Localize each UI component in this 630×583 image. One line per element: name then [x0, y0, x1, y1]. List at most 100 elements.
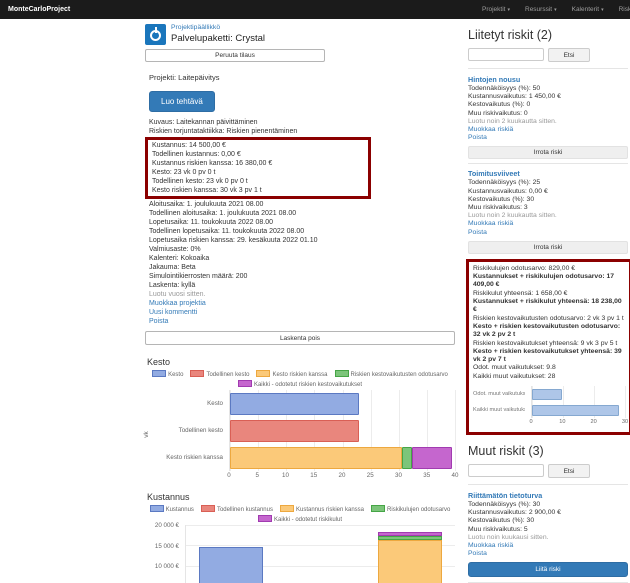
risk-detail-line: Kestovaikutus (%): 30 [468, 517, 535, 525]
detail-line: Todellinen aloitusaika: 1. joulukuuta 20… [149, 210, 297, 217]
detach-risk-button[interactable]: Irrota riski [468, 146, 628, 160]
calculation-toggle-button[interactable]: Laskenta pois [145, 331, 455, 345]
other-risk-search-button[interactable]: Etsi [548, 464, 590, 478]
summary-line: Riskikulut yhteensä: 1 658,00 € [473, 289, 568, 297]
detail-line: Simulointikierrosten määrä: 200 [149, 273, 248, 280]
detach-risk-button[interactable]: Irrota riski [468, 240, 628, 254]
legend-label: Todellinen kesto [206, 372, 250, 378]
gridline [186, 525, 455, 526]
action-link[interactable]: Poista [149, 318, 169, 325]
risk-detail-line: Todennäköisyys (%): 30 [468, 501, 541, 508]
legend-row: Kaikki - odotetut riskikulut [145, 515, 455, 525]
risk-detail-line: Todennäköisyys (%): 25 [468, 179, 541, 187]
attach-risk-button[interactable]: Liitä riski [468, 562, 628, 578]
action-link[interactable]: Muokkaa projektia [149, 300, 206, 307]
axis-tick-label: 30 [621, 419, 629, 425]
project-action-links: Muokkaa projektia Uusi kommentti Poista [145, 299, 455, 326]
risk-name-link[interactable]: Riittämätön tietoturva [468, 491, 543, 500]
risk-detail-line: Kustannusvaikutus: 2 900,00 € [468, 509, 561, 517]
risk-action-link[interactable]: Poista [468, 134, 487, 142]
chart-title-kustannus: Kustannus [147, 492, 190, 502]
detail-line: Aloitusaika: 1. joulukuuta 2021 08.00 [149, 201, 264, 208]
legend-swatch [256, 370, 271, 377]
annotation-box-costs: Kustannus: 14 500,00 € Todellinen kustann… [145, 137, 371, 199]
role-link[interactable]: Projektipäällikkö [171, 24, 221, 31]
legend-item: Todellinen kesto [190, 370, 249, 380]
x-axis: 0 10 20 30 [529, 418, 629, 427]
action-link[interactable]: Uusi kommentti [149, 309, 198, 316]
navbar-menu-item[interactable]: Projektit ▾ [482, 6, 510, 13]
project-header: Projektipäällikkö Palvelupaketti: Crysta… [145, 24, 455, 45]
risk-card: Riittämätön tietoturva Todennäköisyys (%… [468, 489, 628, 578]
bar-segment [378, 535, 443, 540]
annotation-box-risk-summary: Riskikulujen odotusarvo: 829,00 € Kustann… [466, 258, 630, 435]
legend-item: Kaikki - odotetut riskikulut [257, 515, 342, 525]
legend-row: Kaikki - odotetut riskien kestovaikutuks… [145, 380, 455, 390]
risk-created-note: Luotu noin 2 kuukautta sitten. [468, 117, 557, 125]
risk-action-link[interactable]: Muokkaa riskiä [468, 220, 514, 228]
legend-label: Kustannus riskien kanssa [295, 507, 365, 513]
top-navbar: MonteCarloProject Projektit ▾ Resurssit ▾ … [0, 0, 630, 19]
detail-line: Kuvaus: Laitekannan päivittäminen [149, 119, 258, 126]
legend-label: Kustannus [165, 507, 194, 513]
gridline [370, 390, 372, 471]
category-label: Kesto riskien kanssa [166, 454, 223, 461]
attached-risk-search-input[interactable] [468, 48, 544, 61]
category-label: Kesto [207, 400, 223, 407]
legend-swatch [152, 370, 167, 377]
create-task-button[interactable]: Luo tehtävä [149, 91, 215, 112]
summary-line: Kesto + riskien kestovaikutukset yhteens… [473, 347, 622, 364]
summary-line: Riskikulujen odotusarvo: 829,00 € [473, 264, 576, 272]
legend-swatch [237, 380, 252, 387]
navbar-menu-label: Projektit [482, 6, 506, 13]
brand[interactable]: MonteCarloProject [8, 6, 71, 13]
legend-item: Riskikulujen odotusarvo [371, 505, 450, 515]
navbar-menu-item[interactable]: Kalenterit ▾ [572, 6, 604, 13]
risk-card: Hintojen nousu Todennäköisyys (%): 50 Kus… [468, 73, 628, 160]
axis-tick-label: 35 [423, 472, 431, 479]
detail-line: Kesto riskien kanssa: 30 vk 3 pv 1 t [152, 187, 262, 194]
legend-item: Kustannus riskien kanssa [279, 505, 365, 515]
detail-line: Riskien torjuntataktiikka: Riskien piene… [149, 128, 298, 135]
gridline [594, 386, 595, 418]
risk-action-link[interactable]: Poista [468, 550, 487, 558]
axis-tick-label: 10 [282, 472, 289, 479]
legend-swatch [257, 515, 272, 522]
other-risk-list: Riittämätön tietoturva Todennäköisyys (%… [468, 489, 628, 583]
summary-line: Kesto + riskien kestovaikutusten odotusa… [473, 322, 621, 339]
bar-segment [402, 446, 413, 469]
plot-area [531, 386, 626, 418]
axis-tick-label: 0 [227, 472, 231, 479]
detail-line: Kalenteri: Kokoaika [149, 255, 210, 262]
navbar-menu-item[interactable]: Resurssit ▾ [525, 6, 557, 13]
attached-risk-search-button[interactable]: Etsi [548, 48, 590, 62]
summary-line: Kaikki muut vaikutukset: 28 [473, 372, 556, 380]
gridline [563, 386, 564, 418]
chevron-down-icon: ▾ [601, 7, 604, 13]
risk-name-link[interactable]: Toimitusviiveet [468, 169, 520, 179]
bar-segment [532, 404, 619, 416]
divider [468, 484, 628, 485]
project-name: Projekti: Laitepäivitys [149, 73, 220, 82]
category-label: Kaikki muut vaikutukset [473, 407, 525, 413]
plot-area [185, 525, 455, 583]
risk-name-link[interactable]: Hintojen nousu [468, 75, 521, 84]
other-risk-search-input[interactable] [468, 464, 544, 477]
legend-item: Kesto [152, 370, 183, 380]
risk-action-link[interactable]: Poista [468, 228, 487, 236]
divider [468, 68, 628, 69]
kesto-chart: Kesto Todellinen kesto Kesto riskien kanss… [143, 390, 458, 480]
cancel-order-button[interactable]: Peruuta tilaus [145, 49, 325, 62]
navbar-menu-item[interactable]: Riskit▾ [619, 6, 630, 13]
legend-item: Kesto riskien kanssa [256, 370, 328, 380]
bar-segment [378, 532, 443, 536]
attached-risk-search: Etsi [468, 48, 628, 62]
axis-tick-label: 15 000 € [154, 542, 179, 550]
page-title: Palvelupaketti: Crystal [171, 33, 265, 44]
legend-item: Todellinen kustannus [200, 505, 273, 515]
bar-segment [532, 388, 563, 400]
gridline [532, 386, 533, 418]
risk-action-link[interactable]: Muokkaa riskiä [468, 542, 514, 550]
risk-action-link[interactable]: Muokkaa riskiä [468, 126, 514, 134]
risk-sidebar: Liitetyt riskit (2) Etsi Hintojen nousu … [466, 19, 630, 583]
